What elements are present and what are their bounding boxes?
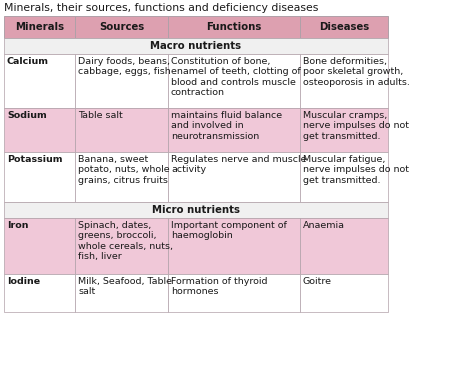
Text: maintains fluid balance
and involved in
neurotransmission: maintains fluid balance and involved in …	[171, 111, 282, 141]
Bar	[4, 152, 75, 202]
Bar	[168, 218, 300, 274]
Text: Muscular fatigue,
nerve impulses do not
get transmitted.: Muscular fatigue, nerve impulses do not …	[303, 155, 409, 185]
Bar	[75, 218, 168, 274]
Bar	[168, 274, 300, 312]
Bar	[75, 16, 168, 38]
Text: Bone deformities,
poor skeletal growth,
osteoporosis in adults.: Bone deformities, poor skeletal growth, …	[303, 57, 410, 87]
Text: Macro nutrients: Macro nutrients	[150, 41, 242, 51]
Text: Banana, sweet
potato, nuts, whole
grains, citrus fruits: Banana, sweet potato, nuts, whole grains…	[78, 155, 170, 185]
Text: Spinach, dates,
greens, broccoli,
whole cereals, nuts,
fish, liver: Spinach, dates, greens, broccoli, whole …	[78, 221, 173, 261]
Bar	[4, 218, 75, 274]
Text: Dairy foods, beans,
cabbage, eggs, fish: Dairy foods, beans, cabbage, eggs, fish	[78, 57, 171, 76]
Bar	[75, 152, 168, 202]
Bar	[4, 202, 388, 218]
Text: Diseases: Diseases	[319, 22, 369, 32]
Text: Iodine: Iodine	[7, 277, 40, 286]
Text: Calcium: Calcium	[7, 57, 49, 66]
Text: Sodium: Sodium	[7, 111, 47, 120]
Text: Important component of
haemoglobin: Important component of haemoglobin	[171, 221, 287, 240]
Text: Goitre: Goitre	[303, 277, 332, 286]
Text: Potassium: Potassium	[7, 155, 63, 164]
Bar	[168, 108, 300, 152]
Text: Anaemia: Anaemia	[303, 221, 345, 230]
Text: Micro nutrients: Micro nutrients	[152, 205, 240, 215]
Bar	[75, 274, 168, 312]
Bar	[300, 16, 388, 38]
Bar	[4, 16, 75, 38]
Text: Functions: Functions	[206, 22, 262, 32]
Text: Muscular cramps,
nerve impulses do not
get transmitted.: Muscular cramps, nerve impulses do not g…	[303, 111, 409, 141]
Bar	[4, 54, 75, 108]
Text: Regulates nerve and muscle
activity: Regulates nerve and muscle activity	[171, 155, 307, 174]
Text: Minerals, their sources, functions and deficiency diseases: Minerals, their sources, functions and d…	[4, 3, 319, 13]
Bar	[300, 152, 388, 202]
Bar	[4, 274, 75, 312]
Bar	[300, 218, 388, 274]
Bar	[168, 16, 300, 38]
Text: Milk, Seafood, Table
salt: Milk, Seafood, Table salt	[78, 277, 172, 297]
Bar	[4, 108, 75, 152]
Text: Constitution of bone,
enamel of teeth, clotting of
blood and controls muscle
con: Constitution of bone, enamel of teeth, c…	[171, 57, 301, 97]
Text: Formation of thyroid
hormones: Formation of thyroid hormones	[171, 277, 267, 297]
Bar	[300, 54, 388, 108]
Text: Sources: Sources	[99, 22, 144, 32]
Bar	[75, 108, 168, 152]
Bar	[75, 54, 168, 108]
Bar	[4, 38, 388, 54]
Bar	[168, 152, 300, 202]
Bar	[300, 274, 388, 312]
Text: Iron: Iron	[7, 221, 28, 230]
Bar	[168, 54, 300, 108]
Bar	[300, 108, 388, 152]
Text: Table salt: Table salt	[78, 111, 123, 120]
Text: Minerals: Minerals	[15, 22, 64, 32]
